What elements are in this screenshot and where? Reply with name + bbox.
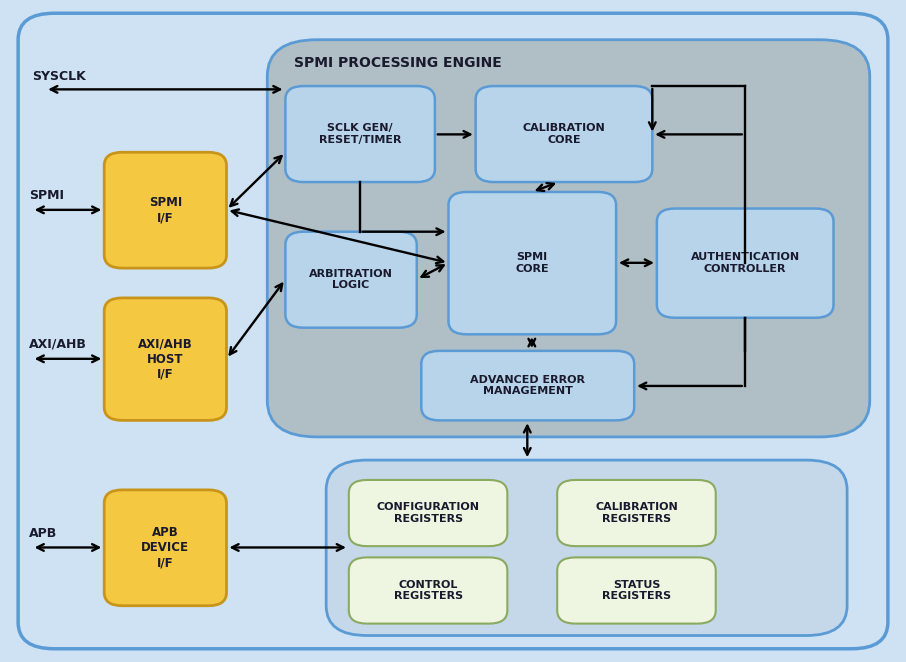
FancyBboxPatch shape: [557, 557, 716, 624]
Text: SPMI: SPMI: [29, 189, 64, 202]
Text: CALIBRATION
CORE: CALIBRATION CORE: [523, 123, 605, 145]
FancyBboxPatch shape: [18, 13, 888, 649]
FancyBboxPatch shape: [657, 209, 834, 318]
Text: CALIBRATION
REGISTERS: CALIBRATION REGISTERS: [595, 502, 678, 524]
FancyBboxPatch shape: [421, 351, 634, 420]
FancyBboxPatch shape: [267, 40, 870, 437]
Text: SPMI
I/F: SPMI I/F: [149, 196, 182, 224]
FancyBboxPatch shape: [448, 192, 616, 334]
FancyBboxPatch shape: [285, 232, 417, 328]
Text: ADVANCED ERROR
MANAGEMENT: ADVANCED ERROR MANAGEMENT: [470, 375, 585, 397]
FancyBboxPatch shape: [104, 298, 226, 420]
Text: AUTHENTICATION
CONTROLLER: AUTHENTICATION CONTROLLER: [690, 252, 800, 274]
FancyBboxPatch shape: [476, 86, 652, 182]
FancyBboxPatch shape: [104, 490, 226, 606]
Text: SCLK GEN/
RESET/TIMER: SCLK GEN/ RESET/TIMER: [319, 123, 401, 145]
FancyBboxPatch shape: [349, 557, 507, 624]
FancyBboxPatch shape: [285, 86, 435, 182]
Text: SPMI PROCESSING ENGINE: SPMI PROCESSING ENGINE: [294, 56, 502, 70]
FancyBboxPatch shape: [557, 480, 716, 546]
FancyBboxPatch shape: [104, 152, 226, 268]
Text: APB: APB: [29, 526, 57, 540]
Text: SYSCLK: SYSCLK: [32, 70, 85, 83]
Text: SPMI
CORE: SPMI CORE: [516, 252, 549, 274]
FancyBboxPatch shape: [326, 460, 847, 636]
Text: AXI/AHB
HOST
I/F: AXI/AHB HOST I/F: [138, 338, 193, 381]
Text: CONFIGURATION
REGISTERS: CONFIGURATION REGISTERS: [377, 502, 479, 524]
Text: ARBITRATION
LOGIC: ARBITRATION LOGIC: [309, 269, 393, 291]
Text: CONTROL
REGISTERS: CONTROL REGISTERS: [393, 580, 463, 601]
Text: APB
DEVICE
I/F: APB DEVICE I/F: [141, 526, 189, 569]
FancyBboxPatch shape: [349, 480, 507, 546]
Text: STATUS
REGISTERS: STATUS REGISTERS: [602, 580, 671, 601]
Text: AXI/AHB: AXI/AHB: [29, 338, 87, 351]
